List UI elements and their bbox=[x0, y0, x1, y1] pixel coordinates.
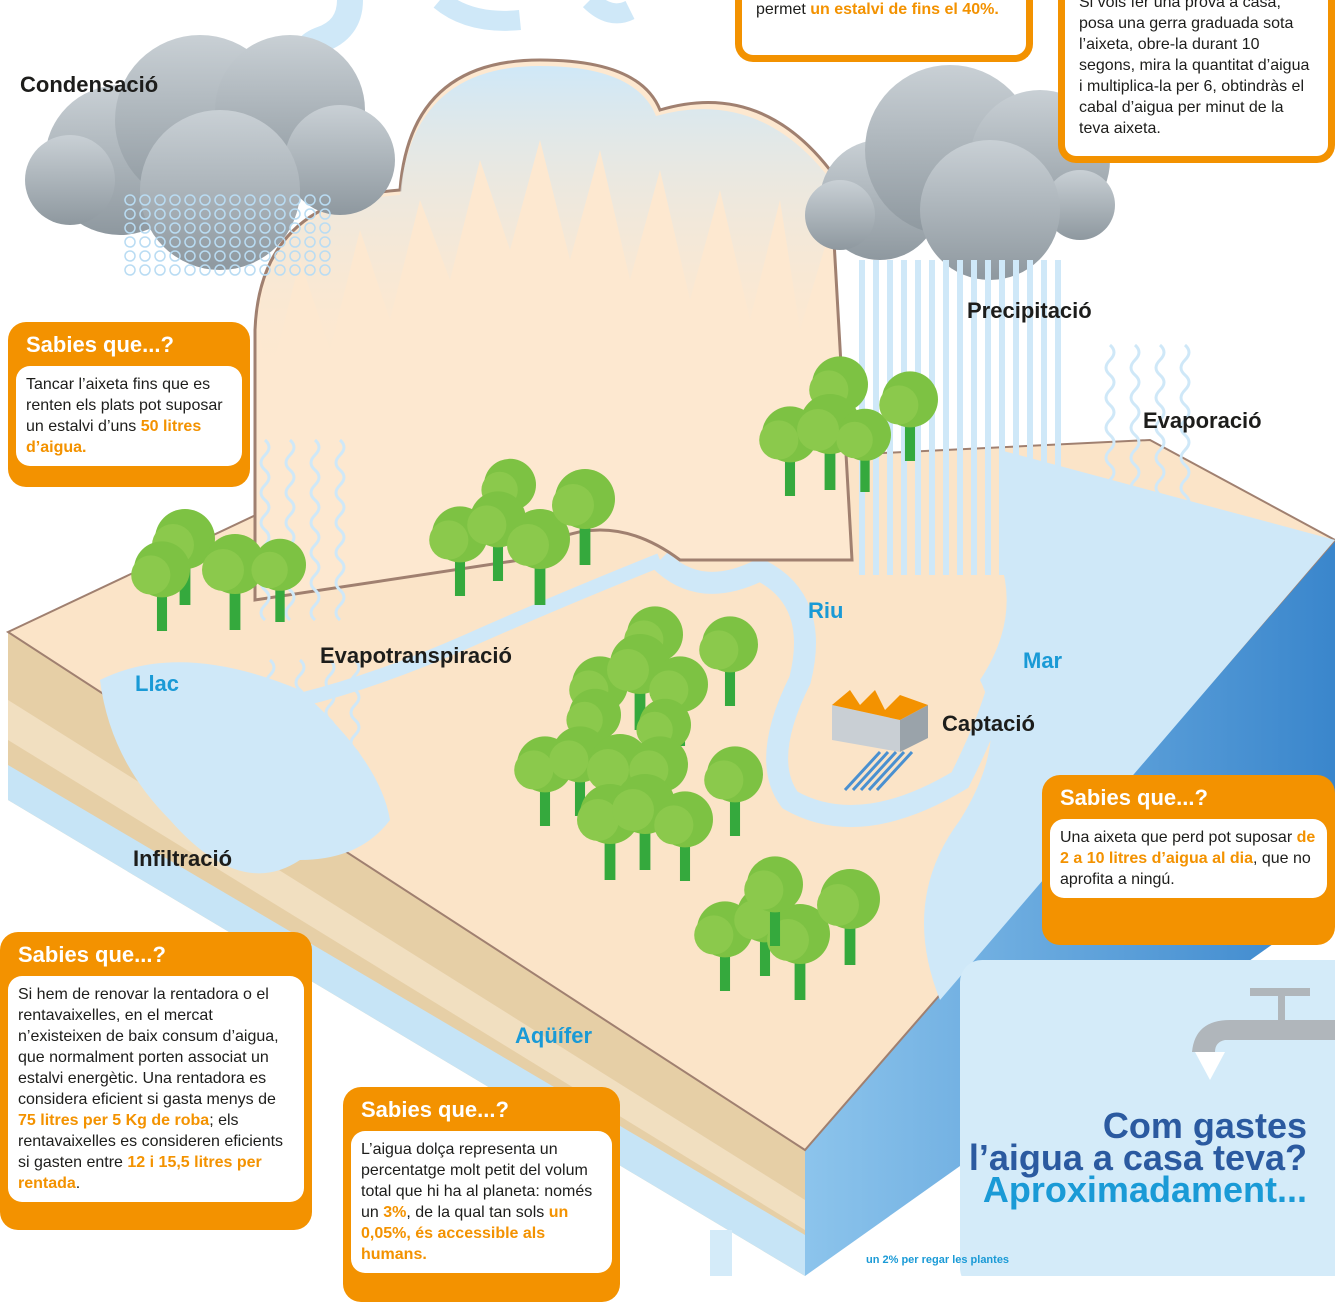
water-label: Llac bbox=[135, 671, 179, 697]
tree-crown bbox=[607, 649, 649, 691]
cloud bbox=[920, 140, 1060, 280]
did-you-know: Sabies que...? Tancar l’aixeta fins que e… bbox=[8, 322, 250, 487]
callout-title: Sabies que...? bbox=[1060, 785, 1327, 811]
tree-crown bbox=[131, 555, 170, 594]
highlight-text: un estalvi de fins el 40%. bbox=[810, 1, 999, 18]
callout-title: Sabies que...? bbox=[18, 942, 304, 968]
cloud bbox=[805, 180, 875, 250]
did-you-know: Sabies que...? L’aigua dolça representa u… bbox=[343, 1087, 620, 1302]
water-column bbox=[710, 1230, 732, 1276]
tree-crown bbox=[507, 524, 549, 566]
page: Cicle de l'aigua {"top_notes": [ {"parts… bbox=[0, 0, 1335, 1276]
process-label: Precipitació bbox=[967, 298, 1092, 324]
tree-crown bbox=[759, 420, 798, 459]
tree-crown bbox=[694, 915, 733, 954]
callout-title: Sabies que...? bbox=[361, 1097, 612, 1123]
process-label: Evaporació bbox=[1143, 408, 1262, 434]
condensation-dot bbox=[140, 265, 150, 275]
process-label: Infiltració bbox=[133, 846, 232, 872]
condensation-dot bbox=[125, 251, 135, 261]
water-label: Mar bbox=[1023, 648, 1062, 674]
tree-crown bbox=[797, 409, 839, 451]
body-text: Si vols fer una prova a casa, posa una g… bbox=[1079, 0, 1309, 137]
tree-crown bbox=[836, 422, 872, 458]
tip-note: Si vols fer una prova a casa, posa una g… bbox=[1058, 0, 1335, 163]
body-text: Si hem de renovar la rentadora o el rent… bbox=[18, 986, 279, 1108]
tree-crown bbox=[817, 884, 859, 926]
headline: Com gastes l’aigua a casa teva? Aproxima… bbox=[969, 1110, 1307, 1206]
tree-crown bbox=[549, 740, 588, 779]
tree-crown bbox=[251, 552, 287, 588]
tree-crown bbox=[879, 385, 918, 424]
condensation-dot bbox=[140, 237, 150, 247]
footnote: un 2% per regar les plantes bbox=[866, 1254, 1009, 1266]
did-you-know: Sabies que...? Si hem de renovar la renta… bbox=[0, 932, 312, 1230]
condensation-dot bbox=[155, 265, 165, 275]
condensation-dot bbox=[185, 265, 195, 275]
condensation-dot bbox=[155, 251, 165, 261]
tree-crown bbox=[654, 805, 693, 844]
water-label: Aqüífer bbox=[515, 1023, 592, 1049]
highlight-text: 75 litres per 5 Kg de roba bbox=[18, 1112, 209, 1129]
process-label: Condensació bbox=[20, 72, 158, 98]
tree-crown bbox=[514, 750, 553, 789]
condensation-dot bbox=[245, 265, 255, 275]
headline-highlight: Aproximadament... bbox=[969, 1174, 1307, 1206]
highlight-text: 3% bbox=[383, 1204, 406, 1221]
did-you-know: Sabies que...? Una aixeta que perd pot su… bbox=[1042, 775, 1335, 945]
tree-crown bbox=[552, 484, 594, 526]
body-text: . bbox=[76, 1175, 80, 1192]
tree-crown bbox=[429, 520, 468, 559]
body-text: , de la qual tan sols bbox=[406, 1204, 548, 1221]
infographic: Com gastes l’aigua a casa teva? Aproxima… bbox=[0, 0, 1335, 1276]
callout-body: Tancar l’aixeta fins que es renten els p… bbox=[16, 366, 242, 466]
stream bbox=[440, 0, 630, 21]
body-text: Una aixeta que perd pot suposar bbox=[1060, 829, 1297, 846]
process-label: Captació bbox=[942, 711, 1035, 737]
cloud bbox=[25, 135, 115, 225]
process-label: Evapotranspiració bbox=[320, 643, 512, 669]
tree-crown bbox=[612, 789, 654, 831]
tree-crown bbox=[704, 760, 743, 799]
tip-note: aire) o a un reductor de cabal permet un… bbox=[735, 0, 1033, 62]
condensation-dot bbox=[170, 265, 180, 275]
tree-crown bbox=[744, 870, 783, 909]
condensation-dot bbox=[125, 237, 135, 247]
condensation-dot bbox=[125, 265, 135, 275]
tree-crown bbox=[202, 549, 244, 591]
tree-crown bbox=[467, 505, 506, 544]
callout-body: L’aigua dolça representa un percentatge … bbox=[351, 1131, 612, 1273]
tree-crown bbox=[699, 630, 738, 669]
cloud bbox=[285, 105, 395, 215]
callout-body: Si hem de renovar la rentadora o el rent… bbox=[8, 976, 304, 1202]
water-label: Riu bbox=[808, 598, 843, 624]
condensation-dot bbox=[140, 251, 150, 261]
callout-body: Una aixeta que perd pot suposar de 2 a 1… bbox=[1050, 819, 1327, 898]
callout-title: Sabies que...? bbox=[26, 332, 242, 358]
